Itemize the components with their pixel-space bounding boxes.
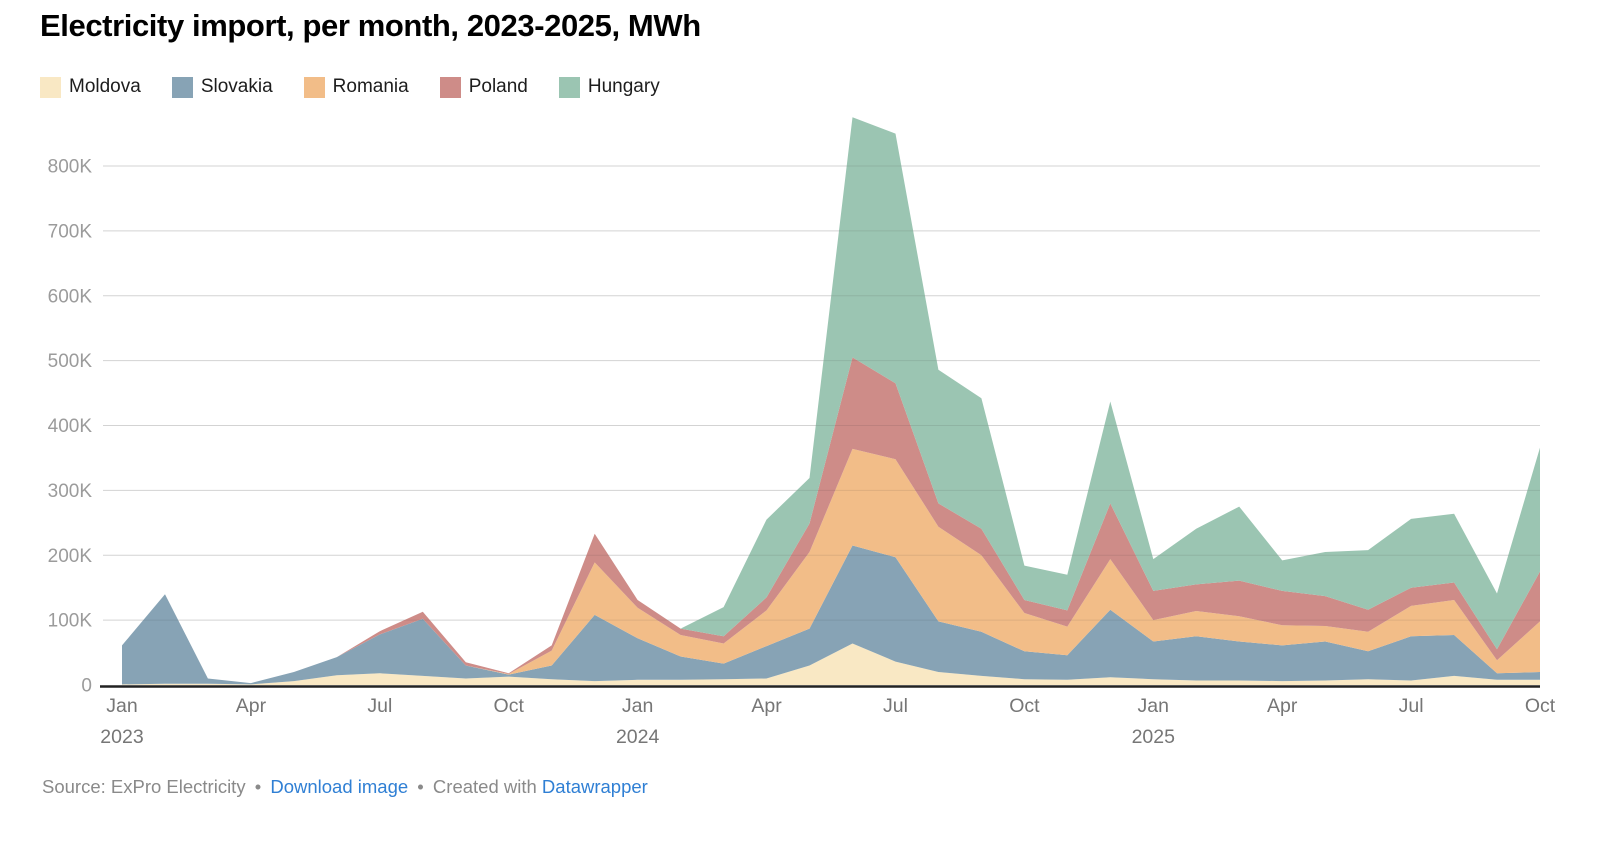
y-tick-label: 300K <box>48 481 93 502</box>
legend-swatch-moldova <box>40 76 61 98</box>
x-tick-label: Oct <box>1525 695 1556 717</box>
footer-separator: • <box>417 776 424 797</box>
legend-item-slovakia: Slovakia <box>171 76 273 98</box>
y-tick-label: 100K <box>48 611 93 632</box>
x-tick-label: Oct <box>1009 695 1040 717</box>
footer-attribution: Source: ExPro Electricity • Download ima… <box>42 776 648 798</box>
y-tick-label: 400K <box>48 416 93 437</box>
x-tick-label: Jul <box>883 695 908 717</box>
legend-item-hungary: Hungary <box>558 76 660 98</box>
x-tick-label: Apr <box>751 695 782 717</box>
x-tick-label: Jul <box>1399 695 1424 717</box>
legend-label-poland: Poland <box>468 76 528 97</box>
legend-item-romania: Romania <box>303 76 409 98</box>
legend-swatch-hungary <box>558 76 580 98</box>
chart-title: Electricity import, per month, 2023-2025… <box>40 8 701 43</box>
x-tick-label: Jan <box>106 695 137 717</box>
x-tick-year-label: 2025 <box>1132 726 1176 748</box>
y-tick-label: 500K <box>48 351 93 372</box>
x-tick-label: Jul <box>367 695 392 717</box>
datawrapper-link[interactable]: Datawrapper <box>541 776 648 797</box>
y-tick-label: 200K <box>48 546 93 567</box>
legend-item-poland: Poland <box>439 76 528 98</box>
created-with-text: Created with <box>432 776 537 797</box>
legend-swatch-slovakia <box>171 76 193 98</box>
x-tick-year-label: 2023 <box>100 726 143 748</box>
x-tick-label: Jan <box>1138 695 1169 717</box>
area-poland <box>122 357 1540 684</box>
y-tick-label: 800K <box>48 157 93 178</box>
legend-label-hungary: Hungary <box>587 76 660 97</box>
x-tick-label: Oct <box>494 695 525 717</box>
legend-swatch-poland <box>439 76 461 98</box>
y-tick-label: 600K <box>48 286 93 307</box>
x-tick-label: Apr <box>1267 695 1298 717</box>
source-text: Source: ExPro Electricity <box>42 776 246 797</box>
legend-item-moldova: Moldova <box>40 76 141 98</box>
area-romania <box>122 448 1540 684</box>
footer-separator: • <box>254 776 262 797</box>
x-tick-year-label: 2024 <box>616 726 660 748</box>
legend-label-slovakia: Slovakia <box>200 76 273 97</box>
legend-label-romania: Romania <box>332 76 409 97</box>
y-tick-label: 0 <box>81 676 92 697</box>
y-tick-label: 700K <box>48 221 93 242</box>
area-hungary <box>122 117 1540 684</box>
legend-swatch-romania <box>303 76 325 98</box>
x-tick-label: Apr <box>236 695 267 717</box>
legend: Moldova Slovakia Romania Poland Hungary <box>40 76 660 98</box>
area-moldova <box>122 643 1540 685</box>
download-image-link[interactable]: Download image <box>270 776 409 797</box>
x-tick-label: Jan <box>622 695 653 717</box>
chart-canvas: 0 100K 200K 300K 400K 500K 600K 700K 800K Jan 2023… <box>48 117 1556 748</box>
legend-label-moldova: Moldova <box>69 76 141 97</box>
area-slovakia <box>122 545 1540 685</box>
